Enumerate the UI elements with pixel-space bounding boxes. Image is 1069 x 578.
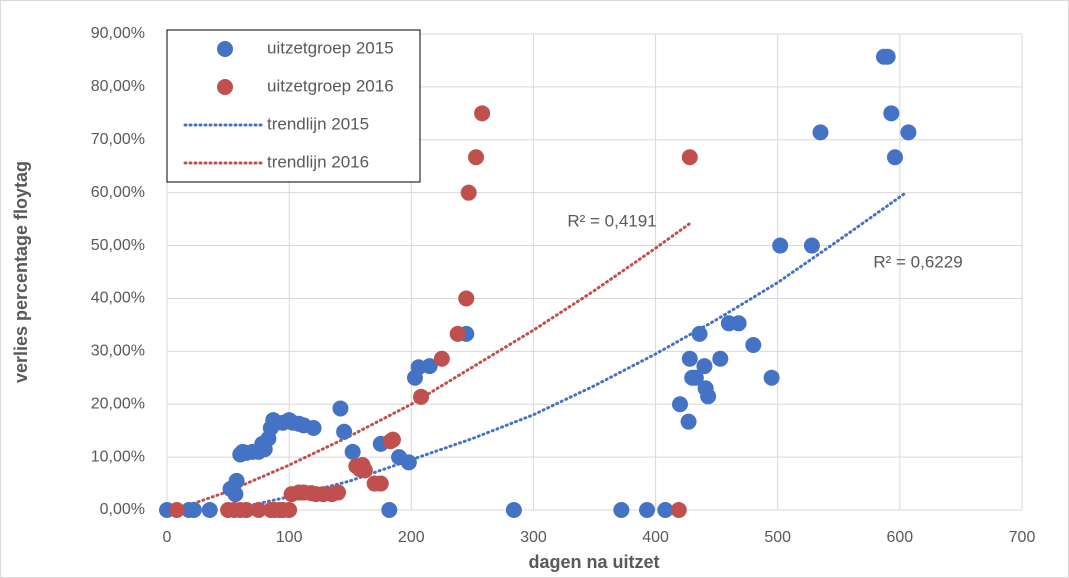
data-point	[305, 420, 322, 437]
data-point	[168, 502, 185, 518]
x-tick-label: 500	[764, 529, 791, 546]
x-axis-title: dagen na uitzet	[528, 552, 659, 572]
data-point	[681, 149, 698, 166]
data-point	[691, 325, 708, 342]
data-point	[332, 400, 349, 417]
data-point	[687, 369, 704, 386]
annotation: R² = 0,4191	[567, 211, 656, 230]
data-point	[250, 502, 267, 518]
data-point	[413, 388, 430, 405]
data-point	[672, 396, 688, 413]
x-tick-label: 300	[520, 529, 547, 546]
y-tick-label: 20,00%	[91, 395, 145, 412]
data-point	[812, 124, 829, 141]
data-point	[433, 350, 450, 367]
data-point	[613, 502, 630, 518]
data-point	[227, 486, 244, 503]
y-tick-label: 30,00%	[91, 343, 145, 360]
legend-label: trendlijn 2015	[267, 114, 369, 133]
data-point	[681, 350, 698, 367]
x-tick-label: 400	[642, 529, 669, 546]
data-point	[900, 124, 917, 141]
data-point	[696, 358, 713, 375]
data-point	[238, 502, 255, 518]
data-point	[384, 431, 401, 448]
data-point	[460, 184, 477, 201]
data-point	[763, 369, 780, 386]
data-point	[330, 484, 346, 501]
data-point	[421, 358, 438, 375]
data-point	[670, 502, 687, 518]
data-point	[886, 149, 903, 166]
data-point	[201, 502, 218, 518]
data-point	[281, 502, 298, 518]
data-point	[474, 105, 491, 122]
data-point	[745, 336, 762, 353]
y-tick-label: 50,00%	[91, 237, 145, 254]
legend-marker	[217, 79, 233, 95]
x-tick-label: 100	[276, 529, 303, 546]
x-tick-label: 0	[163, 529, 172, 546]
x-tick-label: 600	[887, 529, 914, 546]
y-tick-label: 0,00%	[100, 501, 145, 518]
data-point	[730, 315, 747, 332]
trendline	[177, 220, 694, 510]
y-tick-label: 90,00%	[91, 25, 145, 42]
legend-label: trendlijn 2016	[267, 152, 369, 171]
data-point	[879, 48, 896, 65]
data-point	[400, 454, 417, 471]
legend: uitzetgroep 2015 uitzetgroep 2016 trendlij…	[166, 29, 421, 183]
annotation: R² = 0,6229	[873, 252, 962, 271]
data-point	[336, 423, 353, 440]
data-point	[449, 325, 466, 342]
legend-label: uitzetgroep 2016	[267, 76, 394, 95]
legend-label: uitzetgroep 2015	[267, 38, 394, 57]
y-tick-label: 60,00%	[91, 184, 145, 201]
y-tick-label: 80,00%	[91, 78, 145, 95]
y-tick-label: 70,00%	[91, 131, 145, 148]
legend-marker	[217, 41, 233, 57]
data-point	[883, 105, 900, 122]
data-point	[712, 350, 729, 367]
trendline	[232, 191, 908, 511]
y-tick-label: 10,00%	[91, 448, 145, 465]
legend-box	[166, 29, 421, 183]
data-point	[372, 475, 389, 492]
data-point	[803, 237, 820, 254]
x-tick-label: 200	[398, 529, 425, 546]
x-tick-label: 700	[1009, 529, 1036, 546]
data-point	[381, 502, 398, 518]
data-point	[344, 443, 361, 460]
data-point	[505, 502, 522, 518]
data-point	[700, 388, 717, 405]
data-point	[458, 290, 475, 307]
data-point	[772, 237, 789, 254]
data-point	[680, 413, 697, 430]
y-tick-label: 40,00%	[91, 290, 145, 307]
data-point	[468, 149, 485, 166]
data-point	[228, 472, 245, 489]
y-axis-title: verlies percentage floytag	[11, 161, 31, 383]
data-point	[657, 502, 674, 518]
data-point	[185, 502, 202, 518]
data-point	[356, 462, 373, 479]
data-point	[639, 502, 656, 518]
